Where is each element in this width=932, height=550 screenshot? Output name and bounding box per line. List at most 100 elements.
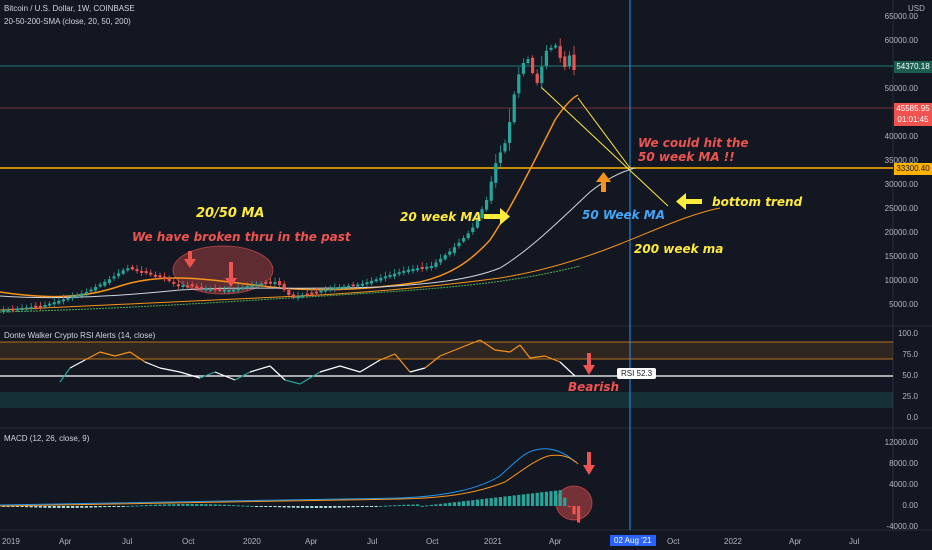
candle-body	[333, 287, 337, 290]
time-axis-label: 2020	[243, 537, 261, 546]
candle-body	[181, 285, 185, 288]
macd-histogram-bar	[135, 505, 139, 507]
rsi-segment	[424, 355, 441, 369]
rsi-title: Donte Walker Crypto RSI Alerts (14, clos…	[4, 331, 156, 340]
macd-histogram-bar	[328, 506, 332, 508]
candle-body	[94, 286, 98, 291]
macd-histogram-bar	[411, 504, 415, 506]
time-axis-label: 2021	[484, 537, 502, 546]
macd-histogram-bar	[521, 494, 525, 506]
arrow-up-ma-icon	[596, 172, 611, 192]
macd-histogram-bar	[149, 504, 153, 506]
macd-histogram-bar	[103, 506, 107, 508]
candle-body	[324, 289, 328, 292]
rsi-oversold-band	[0, 392, 893, 408]
candle-body	[172, 281, 176, 284]
candle-body	[489, 181, 493, 201]
macd-histogram-bar	[107, 506, 111, 507]
candle-body	[278, 281, 282, 286]
macd-series	[0, 448, 581, 523]
rsi-axis-label: 25.0	[902, 392, 918, 401]
candle-body	[140, 270, 144, 273]
macd-histogram-bar	[121, 506, 125, 507]
macd-axis-label: 4000.00	[889, 480, 918, 489]
rsi-segment	[284, 379, 301, 385]
macd-histogram-bar	[6, 506, 10, 507]
macd-histogram-bar	[503, 496, 507, 506]
macd-histogram-bar	[494, 497, 498, 506]
candle-body	[471, 227, 475, 232]
fifty-week-annotation: 50 Week MA	[582, 208, 666, 222]
macd-histogram-bar	[360, 506, 364, 507]
macd-line	[0, 448, 576, 506]
candle-body	[374, 279, 378, 282]
candle-body	[75, 295, 79, 298]
candle-body	[268, 281, 272, 284]
candle-body	[241, 287, 245, 290]
arrow-down-1-icon	[184, 251, 196, 268]
macd-histogram-bar	[195, 504, 199, 506]
macd-histogram-bar	[434, 504, 438, 506]
macd-histogram-bar	[577, 506, 581, 523]
candle-body	[411, 268, 415, 272]
macd-histogram-bar	[388, 505, 392, 507]
candle-body	[503, 143, 507, 152]
bearish-annotation: Bearish	[568, 380, 620, 394]
candle-body	[218, 288, 222, 291]
candle-body	[397, 272, 401, 275]
candle-body	[130, 267, 134, 270]
time-axis-label: Apr	[305, 537, 318, 546]
price-axis-label: 30000.00	[884, 180, 918, 189]
macd-histogram-bar	[98, 506, 102, 508]
macd-histogram-bar	[163, 504, 167, 506]
candle-body	[296, 296, 300, 299]
macd-histogram-bar	[342, 506, 346, 508]
macd-histogram-bar	[25, 506, 29, 508]
candle-body	[531, 57, 535, 73]
macd-histogram-bar	[94, 506, 98, 508]
bottom-trend-annotation: bottom trend	[712, 195, 803, 209]
macd-histogram-bar	[80, 506, 84, 508]
candle-body	[462, 238, 466, 242]
macd-histogram-bar	[190, 504, 194, 506]
candle-body	[103, 281, 107, 286]
rsi-segment	[544, 355, 561, 363]
macd-histogram-bar	[241, 505, 245, 507]
macd-histogram-bar	[126, 505, 130, 507]
candle-body	[466, 233, 470, 239]
candle-body	[521, 63, 525, 74]
macd-histogram-bar	[20, 506, 24, 507]
macd-histogram-bar	[264, 506, 268, 507]
rsi-segment	[529, 355, 546, 359]
candle-body	[402, 270, 406, 273]
rsi-segment	[319, 365, 341, 373]
macd-histogram-bar	[383, 505, 387, 507]
broken-annotation: We have broken thru in the past	[132, 230, 351, 244]
macd-histogram-bar	[29, 506, 33, 508]
candle-body	[195, 286, 199, 289]
macd-histogram-bar	[158, 504, 162, 506]
time-axis-label: Apr	[549, 537, 562, 546]
macd-histogram-bar	[512, 495, 516, 506]
macd-axis-label: 0.00	[902, 501, 918, 510]
candle-body	[167, 278, 171, 282]
macd-histogram-bar	[167, 504, 171, 506]
macd-histogram-bar	[181, 504, 185, 506]
macd-histogram-bar	[544, 491, 548, 506]
macd-histogram-bar	[379, 505, 383, 507]
time-axis-label: Jul	[367, 537, 378, 546]
rsi-segment	[359, 359, 381, 373]
candle-body	[512, 94, 516, 123]
macd-histogram-bar	[420, 505, 424, 507]
bottom-trend-line	[540, 86, 669, 207]
macd-histogram-bar	[448, 502, 452, 506]
candle-body	[29, 307, 33, 310]
breakthrough-highlight	[172, 245, 274, 295]
candle-body	[448, 251, 452, 255]
time-axis-label: Oct	[667, 537, 680, 546]
macd-histogram-bar	[485, 498, 489, 506]
rsi-segment	[59, 367, 71, 383]
rsi-value-tag: RSI 52.3	[617, 368, 657, 379]
macd-histogram-bar	[245, 505, 249, 507]
